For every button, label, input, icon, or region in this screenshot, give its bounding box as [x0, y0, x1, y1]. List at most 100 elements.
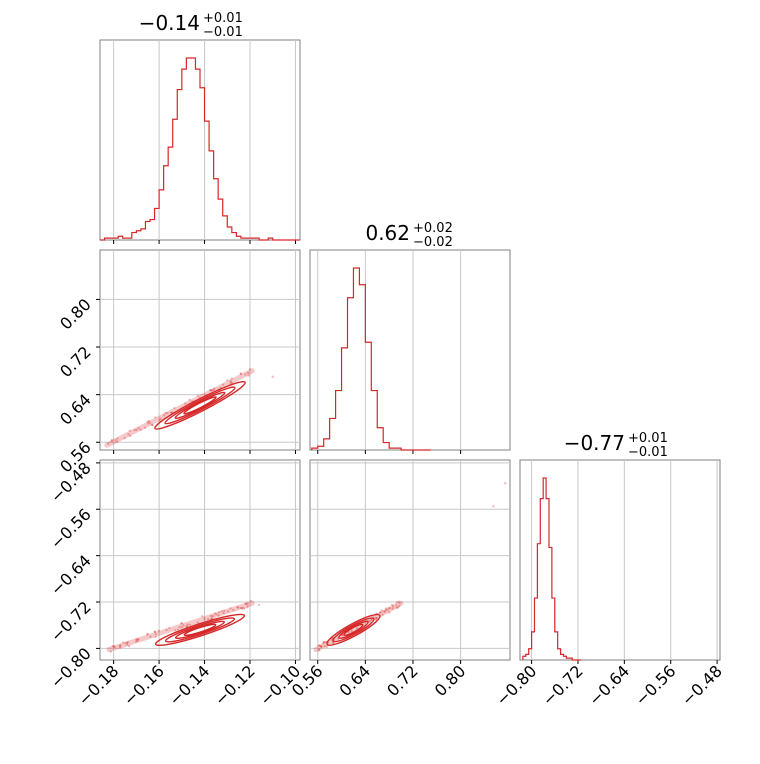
sample-point [164, 411, 167, 415]
outlier-point [492, 505, 495, 508]
sample-point [246, 604, 249, 607]
panel-frame [99, 249, 301, 451]
sample-point [380, 609, 383, 612]
sample-point [146, 633, 149, 636]
sample-point [129, 434, 132, 438]
sample-point [128, 429, 131, 432]
sample-point [395, 601, 398, 604]
sample-point [392, 605, 395, 608]
sample-point [243, 607, 246, 610]
x-tick-label-param-2: −0.56 [631, 661, 679, 709]
title-plus: +0.01 [628, 431, 668, 446]
sample-point [118, 644, 121, 648]
sample-point [110, 438, 113, 442]
sample-point [388, 611, 391, 614]
sample-point [180, 626, 183, 629]
sample-point [113, 646, 116, 649]
sample-point [209, 389, 212, 392]
y-tick-label-param-1: 0.64 [56, 390, 95, 429]
sample-point [173, 406, 176, 410]
sample-point [210, 389, 214, 392]
y-tick-label-param-2: −0.56 [47, 505, 95, 553]
sample-point [143, 426, 147, 429]
x-tick-label-param-0: −0.12 [211, 661, 259, 709]
sample-point [396, 606, 400, 609]
sample-point [163, 414, 166, 417]
sample-point [325, 645, 328, 648]
svg-text:−0.14: −0.14 [139, 11, 200, 35]
outlier-point [271, 375, 274, 378]
sample-point [322, 642, 325, 645]
contour-level-4 [183, 623, 217, 637]
sample-point [110, 440, 114, 443]
title-param-0: −0.14 +0.01 −0.01 [139, 11, 243, 40]
histogram-step-line [100, 57, 300, 241]
sample-point [229, 379, 232, 383]
sample-point [203, 617, 206, 620]
sample-point [397, 600, 400, 603]
sample-point [136, 638, 139, 641]
sample-point [166, 412, 169, 415]
histogram-panel-1 [309, 249, 511, 454]
sample-point [226, 610, 230, 613]
sample-point [239, 372, 243, 375]
contour-level-3 [174, 391, 226, 420]
sample-point [196, 394, 199, 398]
sample-point [119, 644, 122, 647]
title-value: −0.14 [139, 11, 200, 35]
sample-point [135, 638, 138, 641]
sample-point [159, 417, 162, 420]
title-minus: −0.01 [203, 25, 243, 40]
sample-point [136, 639, 139, 643]
sample-point [244, 373, 247, 376]
sample-point [206, 617, 210, 621]
sample-point [168, 627, 171, 630]
sample-point [236, 606, 240, 609]
sample-point [116, 437, 119, 440]
scatter-panel-1-2 [309, 459, 511, 664]
sample-point [241, 607, 244, 610]
sample-point [398, 602, 401, 605]
x-tick-label-param-1: 0.72 [383, 661, 422, 700]
sample-point [218, 611, 221, 614]
sample-point [323, 640, 326, 644]
contour-level-1 [154, 380, 246, 430]
title-plus: +0.02 [413, 221, 453, 236]
density-band [104, 368, 255, 448]
sample-point [215, 613, 218, 616]
title-minus: −0.01 [628, 445, 668, 460]
sample-point [246, 602, 249, 605]
contour-level-4 [343, 623, 364, 637]
panel-frame [309, 249, 511, 451]
sample-point [230, 377, 233, 380]
sample-point [150, 423, 154, 426]
sample-point [350, 630, 354, 633]
sample-point [146, 420, 149, 423]
sample-point [149, 635, 152, 638]
svg-text:0.62: 0.62 [365, 221, 410, 245]
sample-point [196, 621, 199, 624]
sample-point [229, 381, 233, 384]
sample-point [320, 645, 323, 648]
sample-point [178, 625, 181, 629]
sample-point [153, 630, 156, 633]
sample-point [165, 628, 168, 632]
sample-point [123, 436, 126, 440]
sample-point [137, 427, 140, 430]
sample-point [210, 614, 213, 618]
sample-point [147, 422, 150, 425]
sample-point [387, 607, 390, 610]
x-tick-label-param-1: 0.80 [431, 661, 470, 700]
sample-point [389, 607, 392, 610]
sample-point [220, 610, 223, 613]
sample-point [385, 607, 388, 610]
sample-point [174, 629, 177, 632]
sample-point [383, 610, 386, 613]
panel-frame [519, 459, 721, 661]
contour-level-2 [164, 386, 236, 425]
sample-point [347, 630, 351, 633]
scatter-panel-0-2 [96, 459, 301, 664]
sample-point [221, 383, 225, 386]
sample-point [179, 622, 183, 625]
